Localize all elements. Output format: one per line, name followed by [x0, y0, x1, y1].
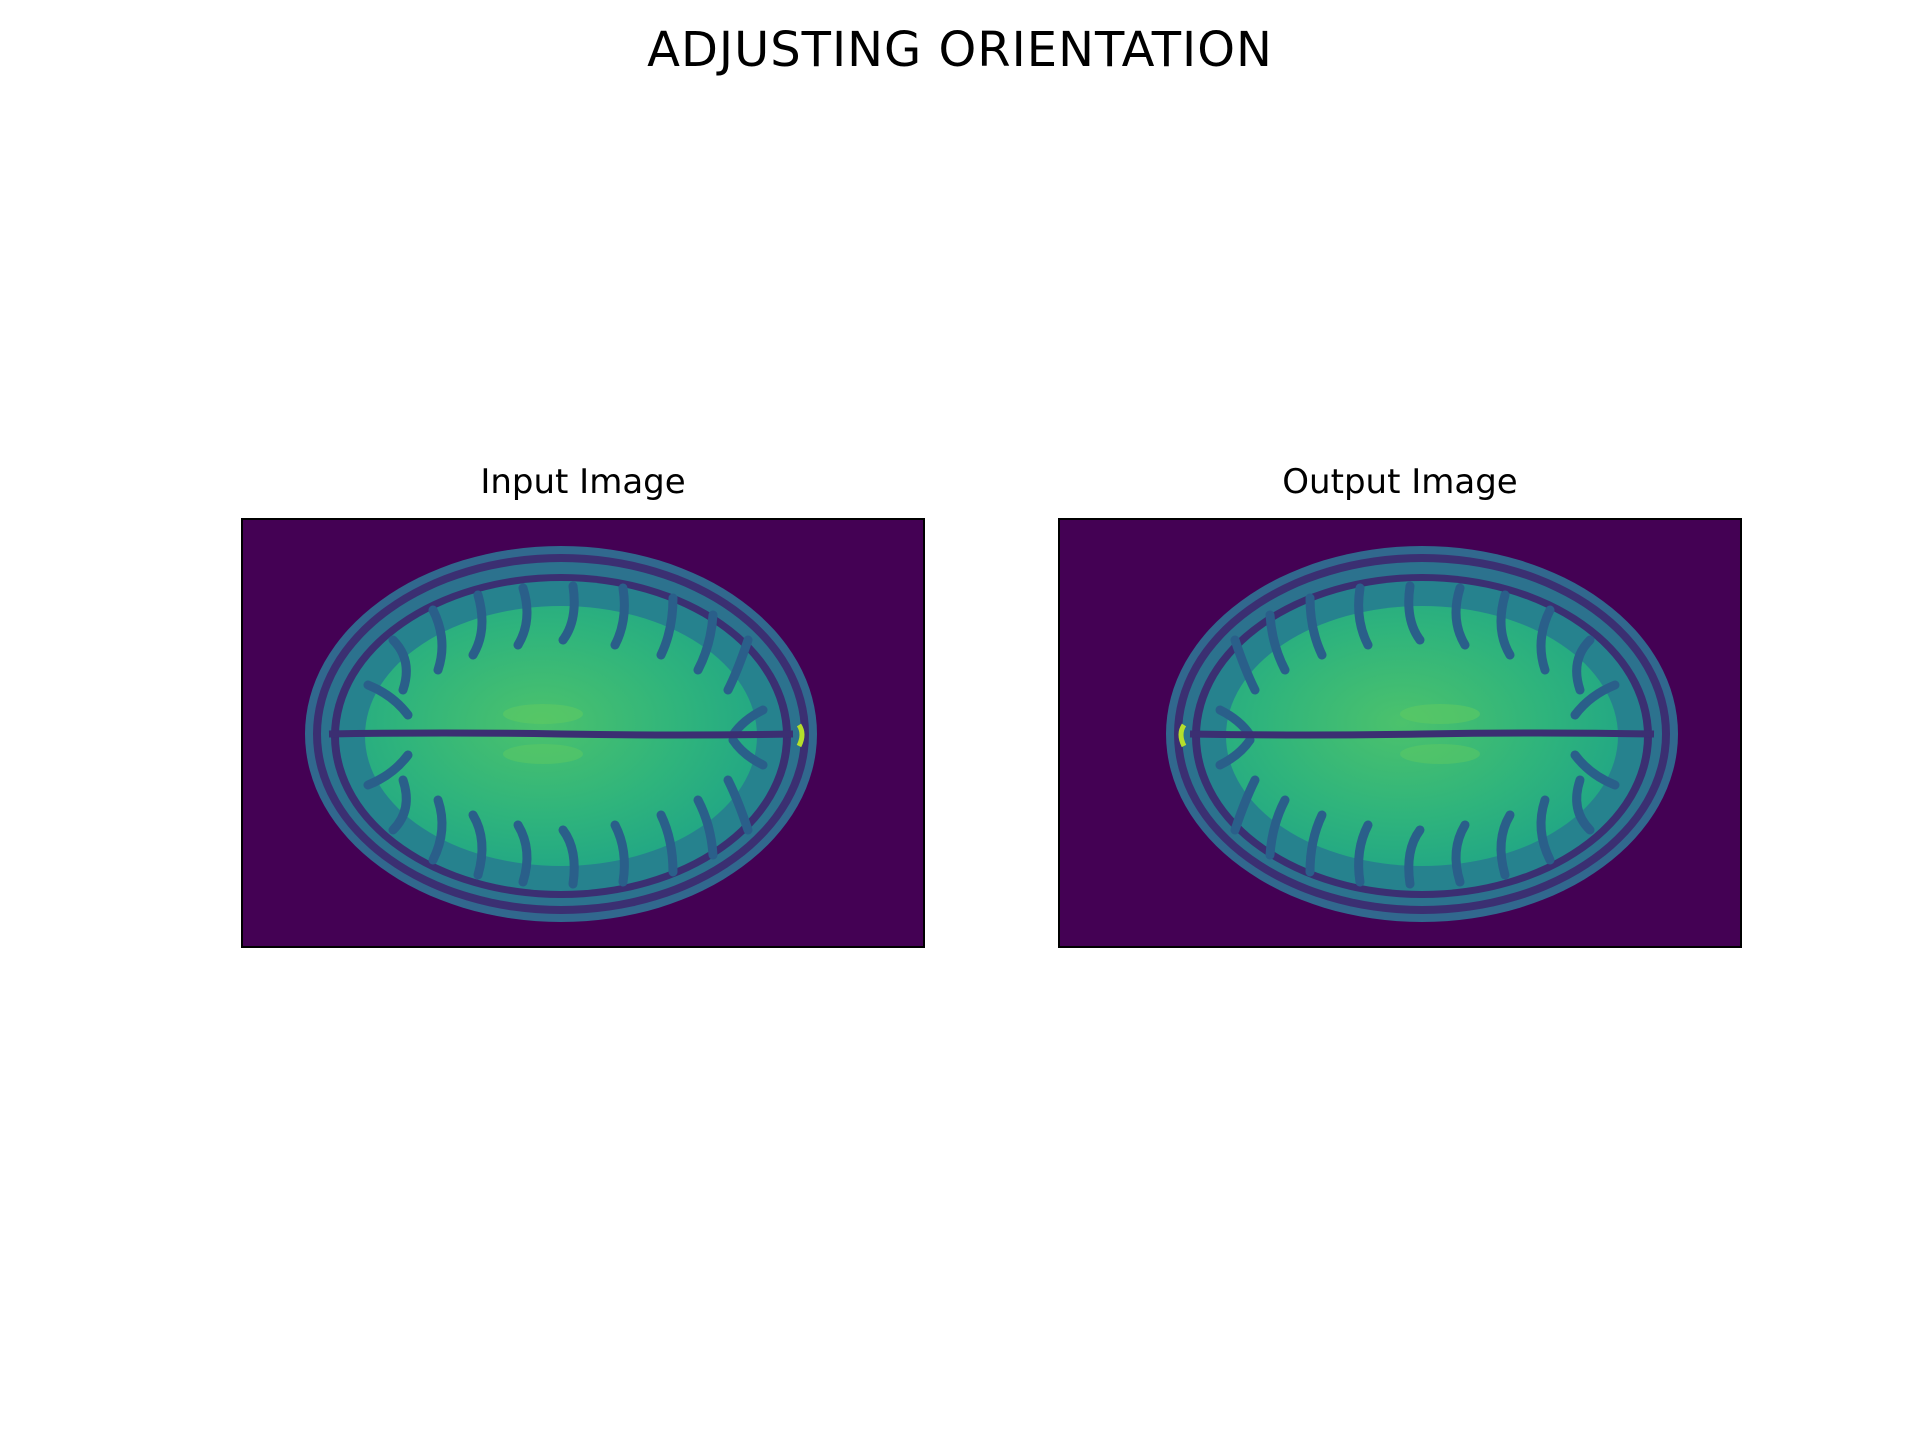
output-brain-mri-image [1060, 520, 1740, 946]
brain-slice [305, 546, 817, 922]
figure-title: ADJUSTING ORIENTATION [647, 22, 1273, 78]
input-image-title: Input Image [480, 462, 686, 502]
brain-slice-flipped [1166, 546, 1678, 922]
output-image-title: Output Image [1282, 462, 1518, 502]
input-image-panel [241, 518, 925, 948]
output-image-panel [1058, 518, 1742, 948]
input-brain-mri-image [243, 520, 923, 946]
